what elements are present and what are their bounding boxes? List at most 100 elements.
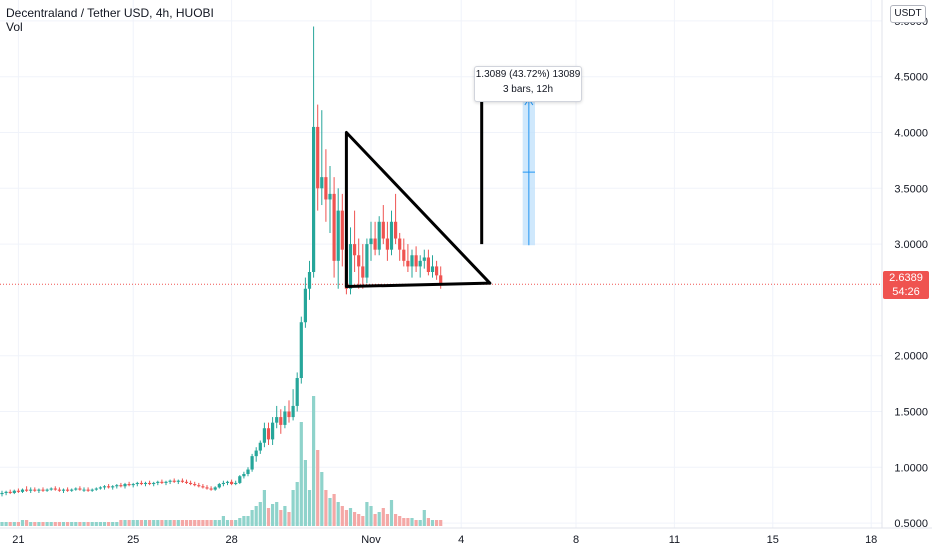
candle-body	[53, 488, 57, 490]
candle-body	[205, 487, 209, 489]
volume-bar	[184, 520, 189, 526]
candle-body	[197, 485, 201, 487]
volume-bar	[217, 520, 221, 526]
volume-bar	[70, 522, 74, 526]
volume-bar	[381, 508, 385, 526]
volume-bar	[291, 490, 295, 526]
volume-bar	[332, 494, 336, 526]
volume-bar	[402, 518, 406, 526]
time-tick-label: 8	[573, 534, 579, 546]
candle-body	[299, 322, 303, 379]
candle-body	[283, 411, 287, 425]
candle-body	[275, 417, 279, 423]
volume-bar	[90, 522, 94, 526]
volume-bar	[213, 520, 217, 526]
candle-body	[435, 266, 439, 276]
volume-bar	[4, 522, 8, 526]
volume-bar	[275, 502, 279, 526]
bar-countdown: 54:26	[892, 286, 920, 298]
volume-bar	[303, 460, 307, 526]
time-tick-label: 15	[767, 534, 779, 546]
time-tick-label: Nov	[361, 534, 381, 546]
candle-body	[221, 482, 225, 485]
candle-body	[242, 473, 246, 477]
candle-body	[361, 266, 365, 278]
candle-body	[439, 275, 443, 285]
candle-body	[156, 481, 160, 483]
candle-body	[37, 489, 41, 491]
volume-bar	[143, 520, 148, 526]
candle-body	[225, 481, 230, 483]
candle-body	[365, 244, 369, 278]
volume-bar	[312, 396, 316, 526]
volume-bar	[373, 514, 377, 526]
volume-bar	[172, 520, 176, 526]
volume-bars	[0, 396, 443, 526]
candle-body	[111, 486, 115, 488]
volume-bar	[336, 502, 340, 526]
volume-bar	[61, 522, 66, 526]
volume-bar	[12, 522, 16, 526]
candle-body	[0, 492, 4, 495]
volume-bar	[111, 522, 115, 526]
candle-body	[262, 428, 266, 443]
volume-bar	[189, 520, 193, 526]
volume-bar	[127, 520, 131, 526]
volume-bar	[398, 516, 402, 526]
last-price-value: 2.6389	[889, 272, 923, 284]
volume-bar	[234, 520, 238, 526]
candle-body	[266, 428, 271, 440]
volume-bar	[287, 512, 291, 526]
volume-bar	[168, 520, 172, 526]
candle-body	[184, 481, 189, 483]
volume-bar	[439, 520, 443, 526]
volume-bar	[262, 490, 266, 526]
candle-body	[143, 482, 148, 485]
volume-bar	[230, 520, 234, 526]
volume-bar	[193, 520, 197, 526]
candle-body	[209, 488, 213, 490]
volume-bar	[33, 522, 37, 526]
candle-body	[316, 126, 320, 189]
volume-bar	[86, 522, 90, 526]
candle-body	[348, 244, 353, 289]
volume-bar	[254, 506, 258, 526]
volume-bar	[389, 500, 394, 526]
time-tick-label: 21	[12, 534, 24, 546]
currency-unit-button[interactable]: USDT	[890, 5, 926, 23]
volume-legend[interactable]: Vol	[6, 20, 23, 34]
volume-bar	[82, 522, 86, 526]
candle-body	[49, 488, 53, 490]
price-tick-label: 1.0000	[894, 462, 928, 474]
candle-body	[123, 484, 127, 487]
candle-body	[160, 481, 164, 483]
volume-bar	[176, 520, 180, 526]
symbol-title[interactable]: Decentraland / Tether USD, 4h, HUOBI	[6, 6, 214, 20]
volume-bar	[156, 520, 160, 526]
volume-bar	[357, 514, 361, 526]
candle-body	[70, 489, 74, 491]
candlesticks	[0, 26, 443, 497]
candle-body	[164, 481, 168, 483]
candle-body	[373, 238, 377, 250]
candle-body	[279, 417, 283, 425]
volume-bar	[66, 522, 70, 526]
candle-body	[168, 480, 172, 482]
candle-body	[426, 257, 430, 272]
volume-bar	[377, 512, 381, 526]
volume-bar	[320, 472, 324, 526]
candle-body	[336, 210, 340, 261]
candle-body	[135, 482, 139, 485]
grid	[0, 0, 882, 528]
candle-body	[357, 255, 361, 267]
candle-body	[33, 489, 37, 491]
candle-body	[381, 221, 385, 239]
volume-bar	[49, 522, 53, 526]
volume-bar	[353, 512, 357, 526]
volume-bar	[250, 510, 254, 526]
volume-bar	[148, 520, 152, 526]
candle-body	[98, 487, 102, 489]
volume-bar	[180, 520, 184, 526]
